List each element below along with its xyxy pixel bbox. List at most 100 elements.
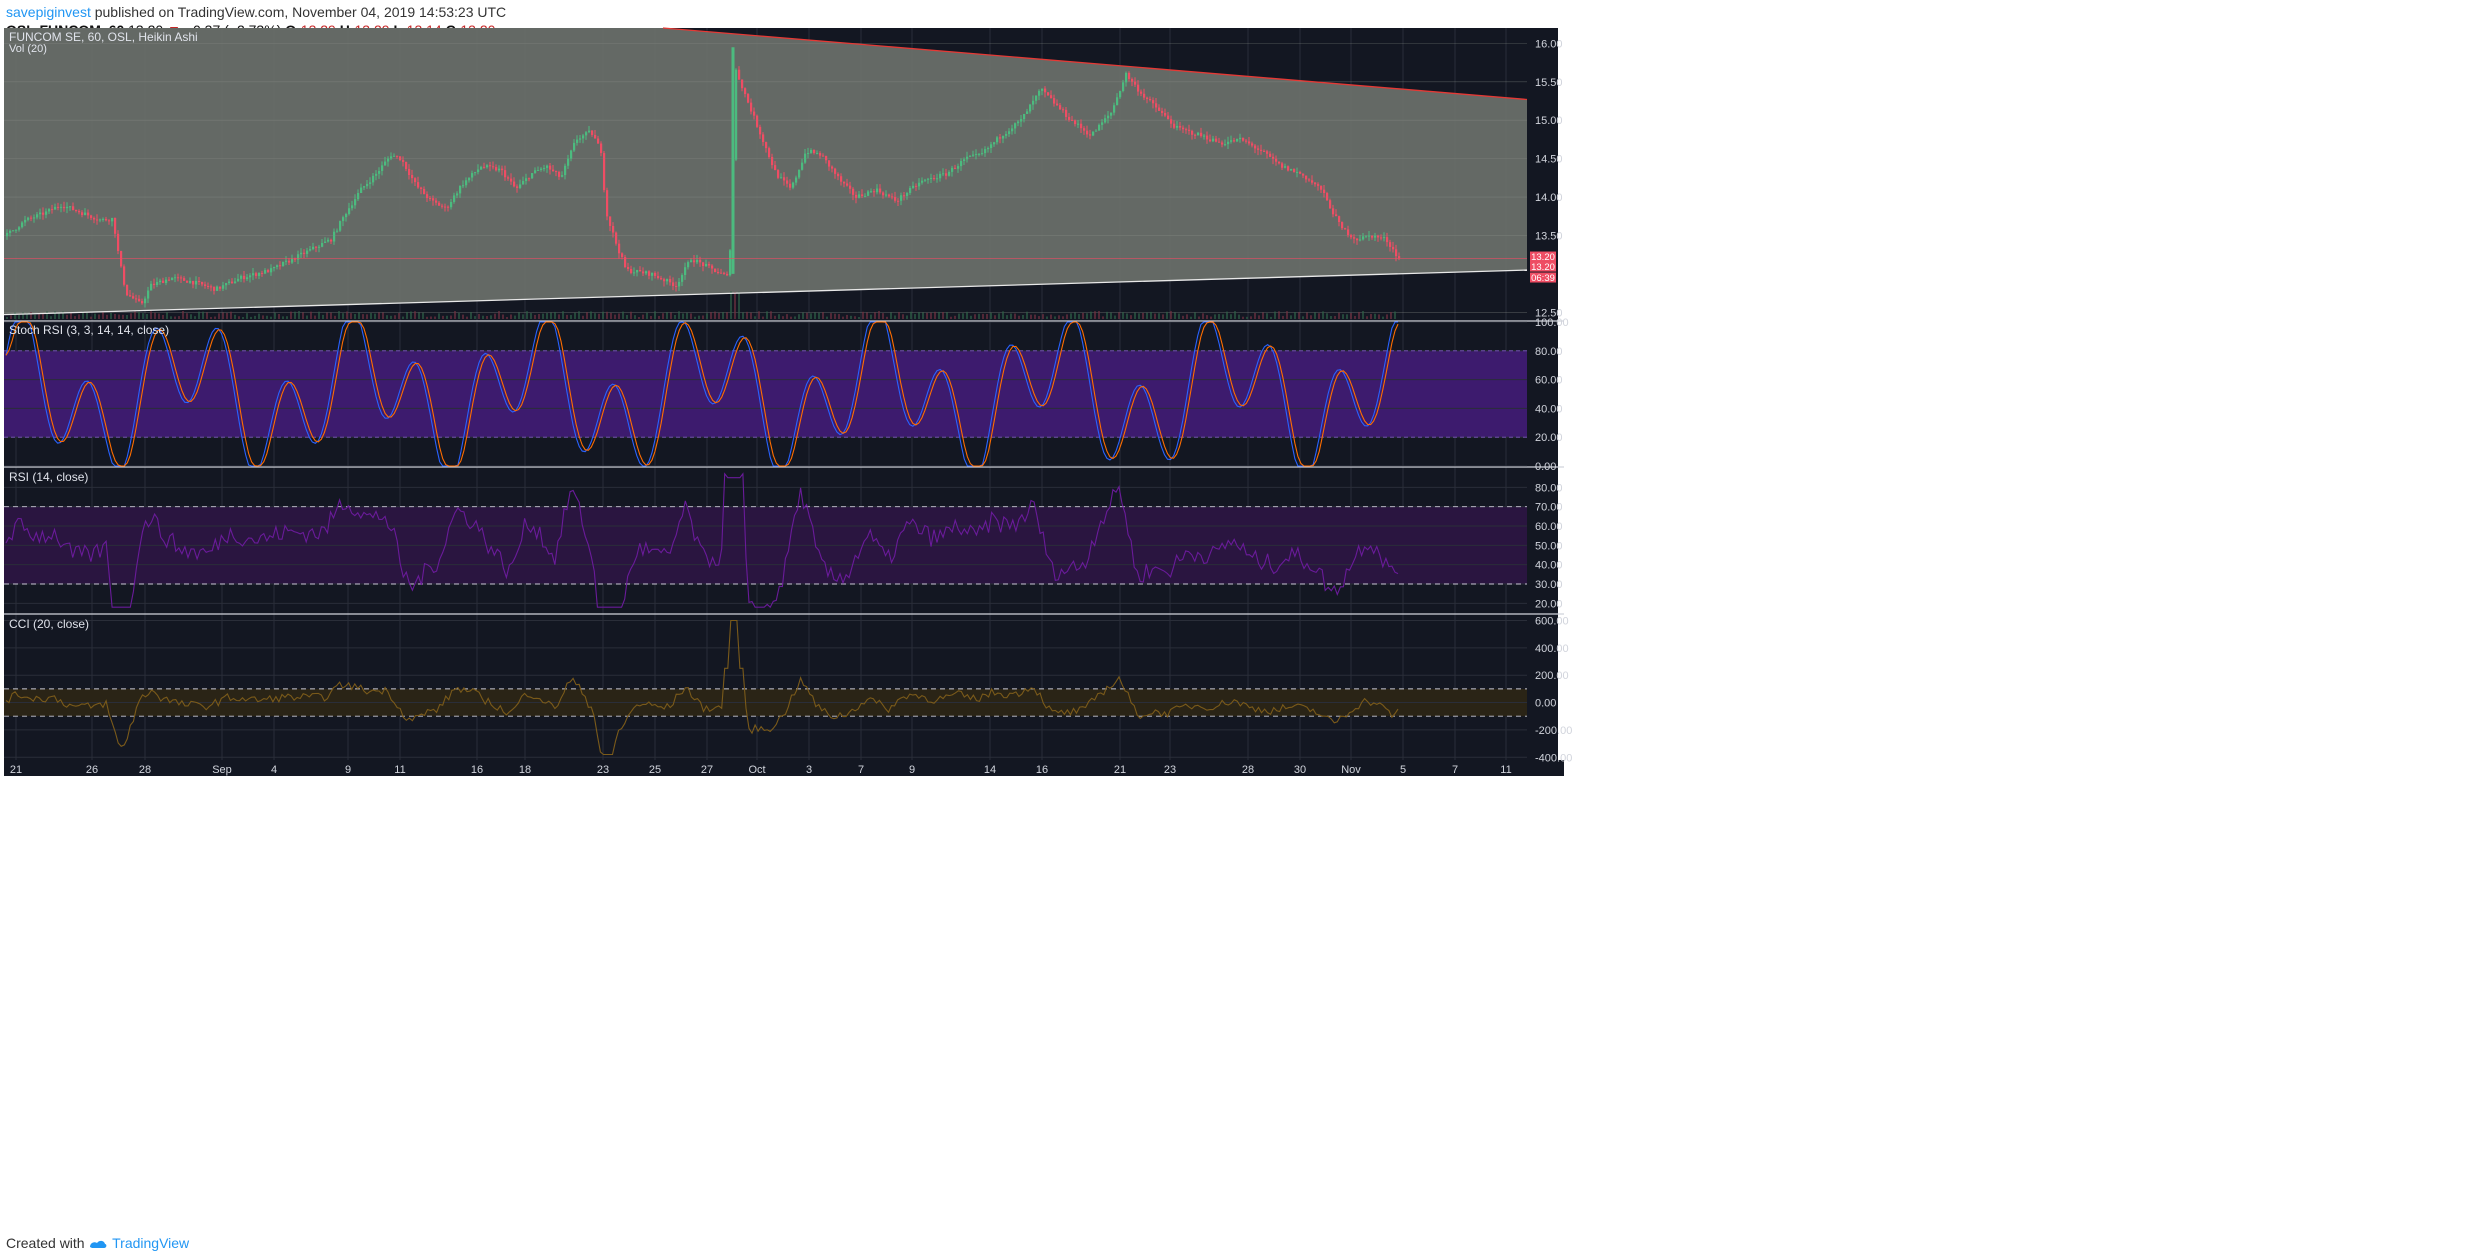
candle-body — [1263, 150, 1266, 152]
volume-bar — [850, 315, 852, 319]
indicator-tick-label: 0.00 — [1535, 461, 1556, 473]
candle-body — [996, 137, 999, 143]
candle-body — [1191, 130, 1194, 135]
volume-bar — [982, 313, 984, 319]
candle-body — [231, 281, 234, 284]
candle-body — [753, 111, 756, 116]
volume-bar — [1370, 313, 1372, 319]
candle-body — [687, 262, 690, 268]
volume-bar — [150, 311, 152, 319]
volume-bar — [654, 311, 656, 319]
candle-body — [1044, 88, 1047, 93]
candle-body — [648, 271, 651, 276]
candle-body — [1212, 138, 1215, 142]
candle-body — [1158, 107, 1161, 111]
candle-body — [1329, 200, 1332, 209]
volume-bar — [738, 291, 740, 319]
time-tick-label: 27 — [701, 764, 713, 776]
volume-bar — [266, 315, 268, 319]
volume-bar — [1094, 311, 1096, 319]
volume-bar — [10, 315, 12, 319]
volume-bar — [1154, 313, 1156, 319]
volume-bar — [834, 313, 836, 319]
indicator-tick-label: 30.00 — [1535, 579, 1563, 591]
volume-bar — [242, 316, 244, 319]
candle-body — [984, 149, 987, 154]
candle-body — [390, 156, 393, 159]
candle-body — [1116, 97, 1119, 106]
volume-bar — [1378, 314, 1380, 319]
candle-body — [1272, 156, 1275, 159]
candle-body — [900, 195, 903, 201]
volume-bar — [1290, 315, 1292, 319]
volume-bar — [1366, 316, 1368, 319]
volume-bar — [866, 312, 868, 319]
candle-body — [1299, 171, 1302, 174]
volume-bar — [254, 315, 256, 319]
volume-bar — [218, 313, 220, 319]
candle-body — [1290, 169, 1293, 171]
volume-bar — [590, 311, 592, 319]
candle-body — [207, 286, 210, 288]
volume-bar — [1018, 315, 1020, 319]
volume-bar — [306, 315, 308, 319]
candle-body — [807, 152, 810, 154]
candle-body — [666, 279, 669, 282]
candle-body — [1371, 235, 1374, 238]
candle-body — [384, 161, 387, 166]
candle-body — [591, 130, 594, 135]
candle-body — [801, 162, 804, 170]
volume-bar — [1214, 314, 1216, 319]
candle-body — [966, 156, 969, 160]
volume-bar — [898, 312, 900, 319]
candle-body — [501, 168, 504, 171]
volume-bar — [462, 314, 464, 319]
author-link[interactable]: savepiginvest — [6, 4, 91, 20]
volume-bar — [1358, 311, 1360, 319]
last-price-tag — [1530, 261, 1556, 272]
volume-bar — [302, 312, 304, 319]
candle-body — [882, 192, 885, 196]
candle-body — [672, 282, 675, 286]
volume-bar — [722, 312, 724, 319]
volume-bar — [410, 311, 412, 319]
candle-body — [1386, 237, 1389, 243]
volume-bar — [122, 314, 124, 319]
candle-body — [420, 187, 423, 190]
volume-bar — [670, 312, 672, 319]
candle-body — [561, 175, 564, 177]
volume-bar — [470, 312, 472, 319]
candle-body — [108, 220, 111, 222]
volume-bar — [78, 314, 80, 319]
candle-body — [669, 279, 672, 283]
volume-bar — [1222, 314, 1224, 319]
volume-bar — [1262, 312, 1264, 319]
candle-body — [825, 156, 828, 161]
volume-bar — [286, 316, 288, 319]
candle-body — [270, 268, 273, 273]
candle-body — [771, 156, 774, 166]
time-tick-label: 23 — [1164, 764, 1176, 776]
last-price-tag — [1530, 251, 1556, 262]
candle-body — [168, 279, 171, 281]
indicator-tick-label: 50.00 — [1535, 540, 1563, 552]
candle-body — [225, 283, 228, 286]
candle-body — [1227, 141, 1230, 145]
volume-bar — [1190, 316, 1192, 319]
candle-body — [45, 211, 48, 215]
tradingview-brand-link[interactable]: TradingView — [112, 1235, 190, 1251]
candle-body — [162, 280, 165, 284]
candle-body — [1176, 125, 1179, 128]
candle-body — [258, 272, 261, 276]
candle-body — [1245, 140, 1248, 142]
candle-body — [597, 138, 600, 144]
volume-bar — [658, 315, 660, 319]
volume-bar — [766, 311, 768, 319]
volume-bar — [774, 315, 776, 319]
volume-bar — [82, 311, 84, 319]
volume-bar — [930, 312, 932, 319]
time-tick-label: 30 — [1294, 764, 1306, 776]
candle-body — [477, 169, 480, 173]
candle-body — [843, 181, 846, 184]
